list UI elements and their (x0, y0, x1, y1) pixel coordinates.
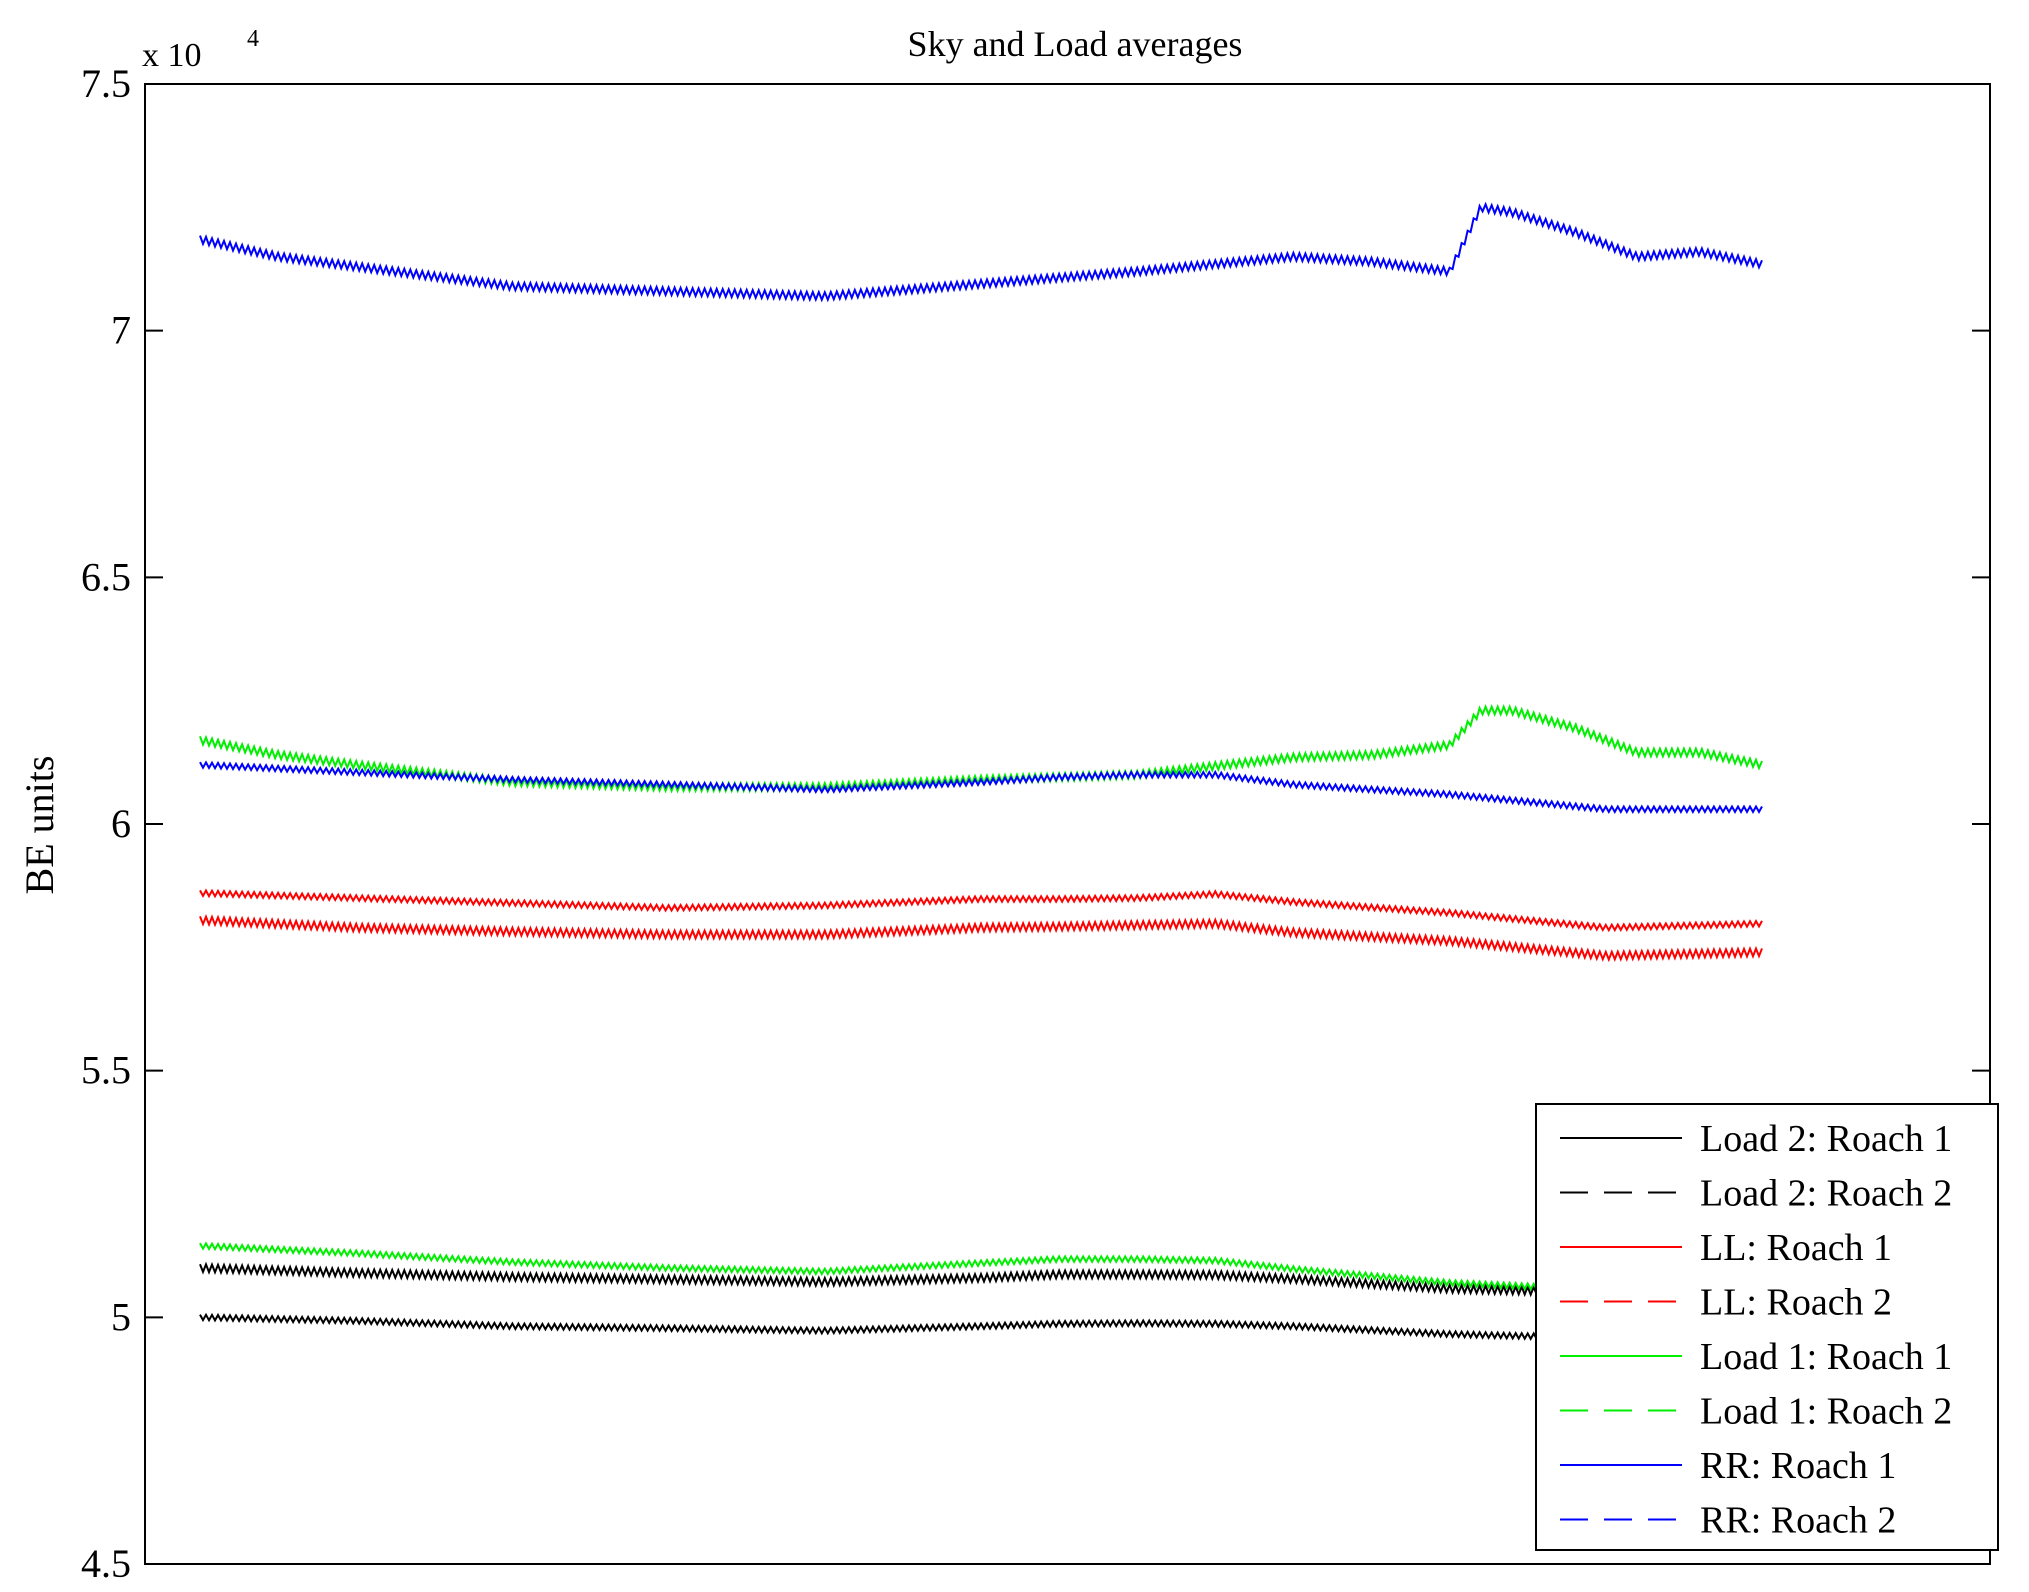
y-tick-label: 7 (111, 308, 131, 353)
series-rr-roach-2 (199, 201, 1763, 303)
series-load-2-roach-2 (199, 1261, 1763, 1301)
y-tick-label: 5.5 (81, 1048, 131, 1093)
series-ll-roach-2 (199, 913, 1763, 963)
series-line (199, 1312, 1763, 1344)
series-line (199, 201, 1763, 303)
legend-label: Load 1: Roach 2 (1700, 1391, 1952, 1433)
legend-label: RR: Roach 1 (1700, 1445, 1896, 1487)
series-line (199, 1261, 1763, 1301)
y-tick-label: 6.5 (81, 554, 131, 599)
series-layer (199, 201, 1763, 1344)
legend-label: RR: Roach 2 (1700, 1500, 1896, 1542)
plot-area: 4.5 5 5.5 6 6.5 7 7.5 (81, 61, 1991, 1586)
y-tick-label: 4.5 (81, 1541, 131, 1586)
series-load-1-roach-1 (199, 1241, 1763, 1296)
series-load-2-roach-1 (199, 1312, 1763, 1344)
y-axis-label: BE units (17, 756, 62, 895)
legend-label: LL: Roach 1 (1700, 1227, 1892, 1269)
y-ticks: 4.5 5 5.5 6 6.5 7 7.5 (81, 61, 1990, 1586)
legend-label: LL: Roach 2 (1700, 1282, 1892, 1324)
legend: Load 2: Roach 1 Load 2: Roach 2 LL: Roach … (1535, 1103, 1999, 1551)
series-line (199, 760, 1763, 814)
series-line (199, 888, 1763, 933)
series-rr-roach-1 (199, 760, 1763, 814)
legend-label: Load 2: Roach 2 (1700, 1173, 1952, 1215)
chart-title: Sky and Load averages (908, 24, 1243, 64)
series-line (199, 913, 1763, 963)
legend-entries: Load 2: Roach 1 Load 2: Roach 2 LL: Roach … (1560, 1118, 1952, 1542)
series-ll-roach-1 (199, 888, 1763, 933)
y-multiplier-base: x 10 (142, 37, 202, 74)
y-tick-label: 5 (111, 1294, 131, 1339)
legend-label: Load 2: Roach 1 (1700, 1118, 1952, 1160)
y-multiplier-exponent: 4 (247, 26, 259, 52)
series-line (199, 1241, 1763, 1296)
legend-label: Load 1: Roach 1 (1700, 1336, 1952, 1378)
legend-box (1535, 1103, 1999, 1551)
y-multiplier: x 10 4 (142, 26, 259, 74)
y-tick-label: 6 (111, 801, 131, 846)
y-tick-label: 7.5 (81, 61, 131, 106)
